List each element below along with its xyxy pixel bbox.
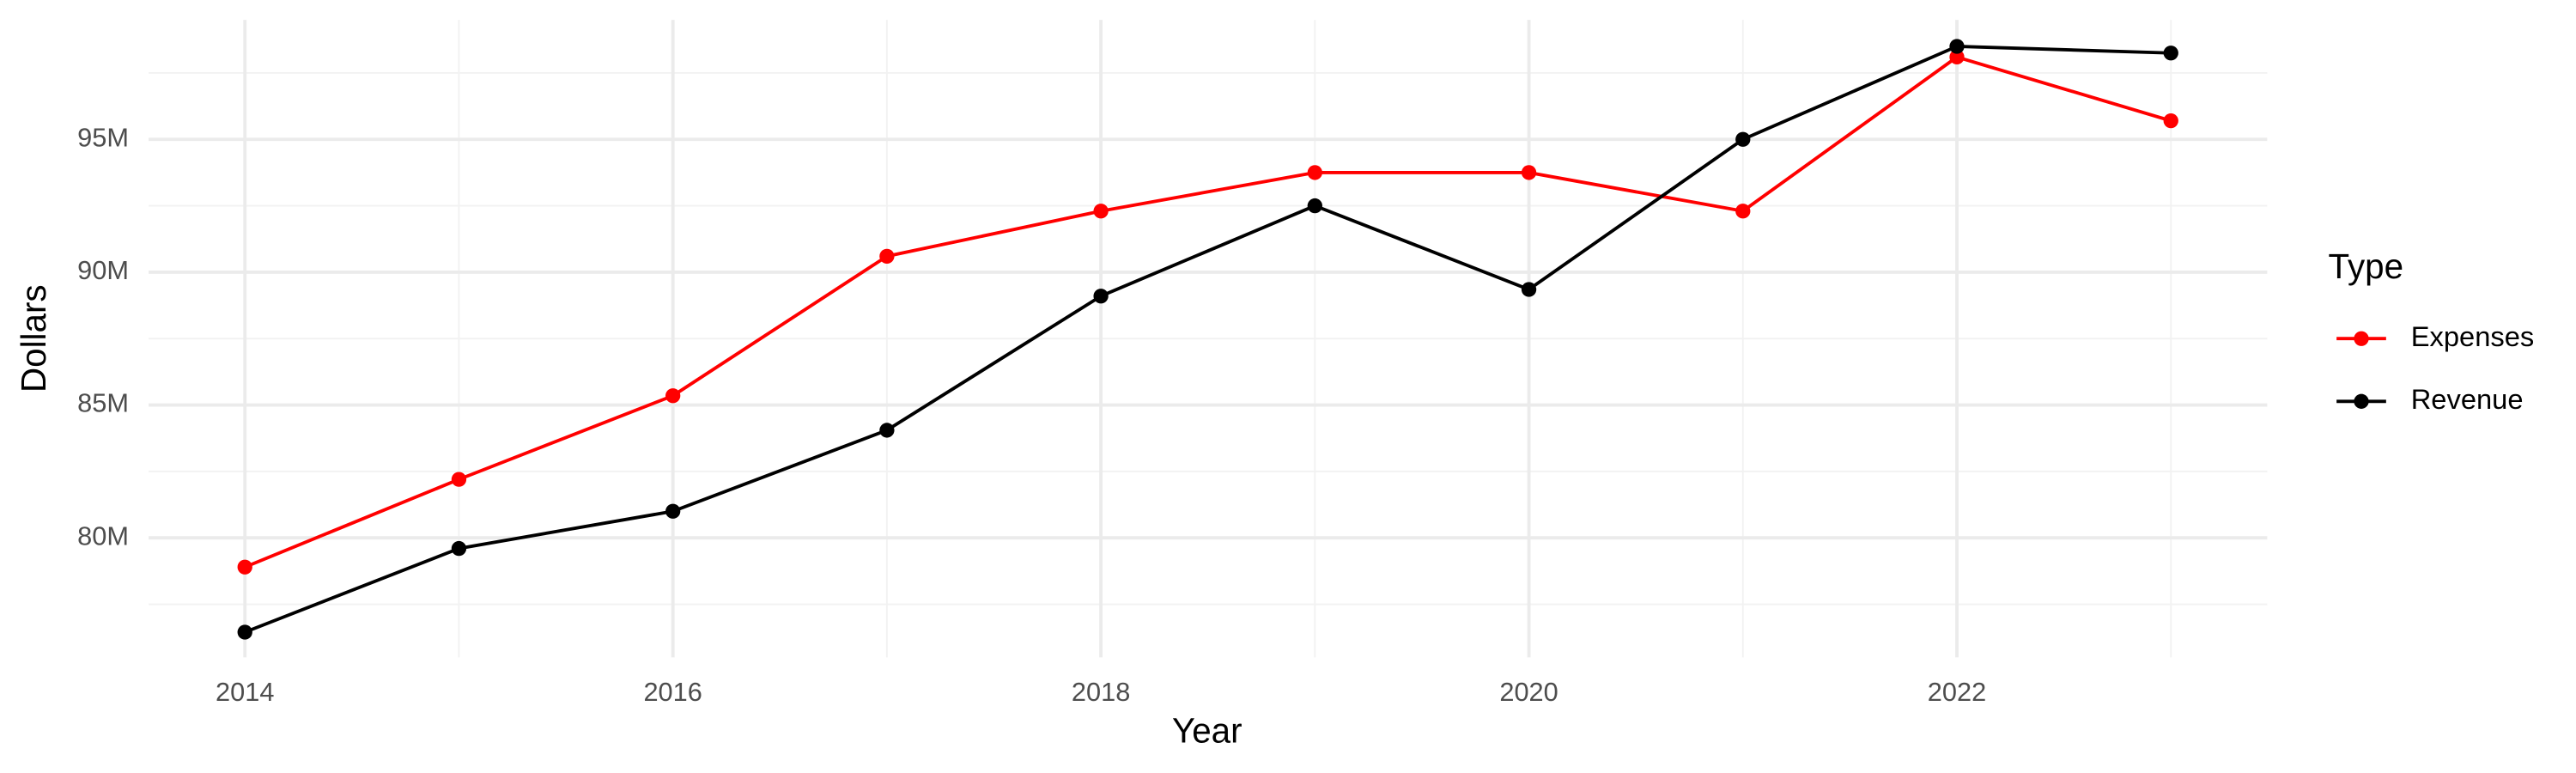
y-tick-label: 90M <box>77 255 129 285</box>
data-point <box>1949 39 1965 54</box>
data-point <box>1521 165 1537 180</box>
data-point <box>237 559 252 575</box>
data-point <box>1735 131 1751 147</box>
plot-marks <box>237 39 2178 640</box>
data-point <box>1093 289 1109 304</box>
data-point <box>237 624 252 640</box>
data-point <box>2163 46 2178 61</box>
data-point <box>451 540 467 557</box>
legend-label: Expenses <box>2411 320 2535 352</box>
y-tick-label: 80M <box>77 520 129 551</box>
legend-title: Type <box>2329 247 2404 286</box>
series-line <box>244 45 2172 634</box>
x-tick-label: 2014 <box>216 677 274 707</box>
legend-label: Revenue <box>2411 383 2524 415</box>
x-tick-label: 2020 <box>1499 677 1558 707</box>
data-point <box>1521 282 1537 297</box>
data-point <box>1307 198 1322 214</box>
y-axis-title: Dollars <box>14 284 53 393</box>
x-tick-label: 2022 <box>1928 677 1986 707</box>
data-point <box>665 503 681 519</box>
legend-marker <box>2354 331 2369 346</box>
data-point <box>879 423 895 438</box>
data-point <box>1307 165 1322 180</box>
data-point <box>879 248 895 265</box>
data-point <box>1949 49 1965 65</box>
data-point <box>2163 113 2178 129</box>
data-point <box>451 472 467 487</box>
x-tick-label: 2018 <box>1072 677 1130 707</box>
data-point <box>1735 204 1751 219</box>
y-tick-label: 95M <box>77 122 129 152</box>
data-point <box>665 388 681 404</box>
y-tick-label: 85M <box>77 388 129 418</box>
x-tick-label: 2016 <box>643 677 702 707</box>
series-line <box>244 55 2172 569</box>
x-axis-title: Year <box>1172 711 1242 751</box>
legend-marker <box>2354 393 2369 409</box>
data-point <box>1093 204 1109 219</box>
legend: Expenses Revenue <box>2336 320 2534 415</box>
grid <box>149 20 2268 658</box>
